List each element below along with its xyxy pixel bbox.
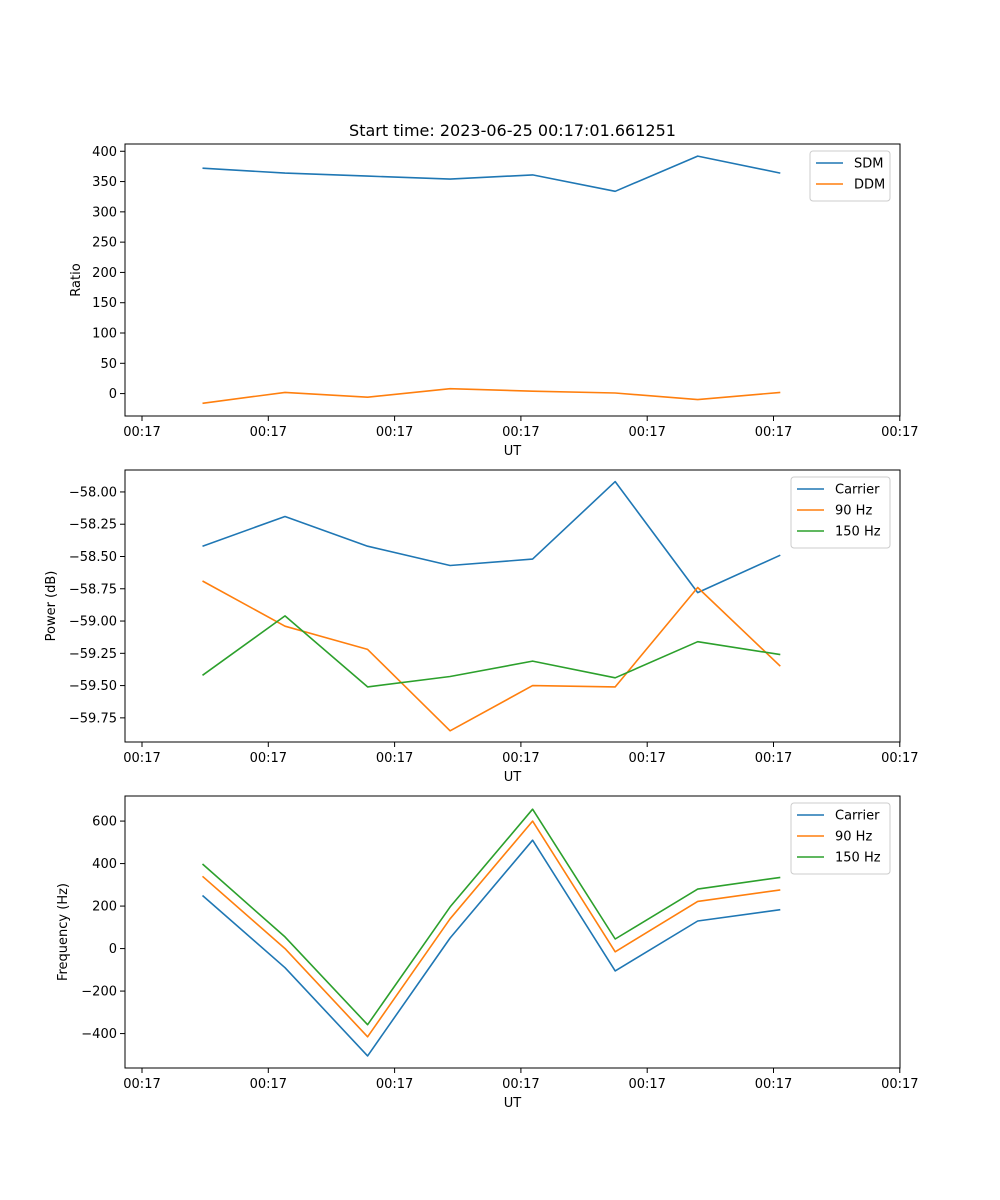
series-line-ddm: [202, 387, 781, 405]
x-tick-label: 00:17: [755, 1077, 792, 1092]
x-tick-label: 00:17: [755, 751, 792, 766]
y-tick-label: 350: [92, 175, 117, 190]
y-tick-label: −200: [81, 985, 117, 1000]
y-tick-label: 150: [92, 296, 117, 311]
x-tick-label: 00:17: [881, 1077, 918, 1092]
y-tick-label: 50: [100, 357, 117, 372]
figure-title: Start time: 2023-06-25 00:17:01.661251: [349, 121, 676, 140]
y-tick-label: 400: [92, 145, 117, 160]
series-line-carrier: [201, 839, 781, 1057]
x-tick-label: 00:17: [250, 1077, 287, 1092]
plot-frame: [124, 469, 901, 743]
legend-label: 150 Hz: [835, 851, 881, 866]
chart-panel-3: 00:1700:1700:1700:1700:1700:1700:1700:18…: [56, 795, 919, 1111]
series-line-90-hz: [202, 580, 781, 732]
x-tick-label: 00:17: [502, 751, 539, 766]
y-tick-label: 250: [92, 236, 117, 251]
legend-label: 90 Hz: [835, 504, 872, 519]
plot-frame: [124, 795, 901, 1069]
x-tick-label: 00:17: [376, 425, 413, 440]
series-line-90-hz: [201, 820, 781, 1038]
legend-label: 90 Hz: [835, 830, 872, 845]
x-tick-label: 00:17: [250, 425, 287, 440]
chart-panel-1: 00:1700:1700:1700:1700:1700:1700:1700:18…: [69, 143, 919, 459]
x-tick-label: 00:17: [502, 1077, 539, 1092]
x-tick-label: 00:17: [881, 751, 918, 766]
x-axis-label: UT: [504, 444, 522, 459]
y-tick-label: −59.25: [69, 647, 117, 662]
series-line-sdm: [202, 155, 781, 193]
x-tick-label: 00:17: [123, 425, 160, 440]
y-tick-label: −59.50: [69, 679, 117, 694]
x-tick-label: 00:17: [755, 425, 792, 440]
legend-label: 150 Hz: [835, 525, 881, 540]
x-tick-label: 00:17: [628, 425, 665, 440]
y-tick-label: −59.75: [69, 711, 117, 726]
x-tick-label: 00:17: [376, 1077, 413, 1092]
x-tick-label: 00:17: [502, 425, 539, 440]
y-tick-label: −58.00: [69, 485, 117, 500]
x-axis-label: UT: [504, 1096, 522, 1111]
y-tick-label: 0: [109, 387, 117, 402]
legend-label: Carrier: [835, 809, 880, 824]
plot-frame: [124, 143, 901, 417]
y-tick-label: 0: [109, 942, 117, 957]
y-tick-label: 600: [92, 815, 117, 830]
y-tick-label: −58.75: [69, 582, 117, 597]
y-axis-label: Ratio: [69, 263, 84, 296]
x-tick-label: 00:17: [628, 751, 665, 766]
legend-label: SDM: [854, 157, 883, 172]
x-axis-label: UT: [504, 770, 522, 785]
x-tick-label: 00:17: [628, 1077, 665, 1092]
x-tick-label: 00:17: [250, 751, 287, 766]
x-tick-label: 00:17: [123, 751, 160, 766]
series-line-carrier: [202, 480, 781, 594]
y-tick-label: 200: [92, 900, 117, 915]
legend-label: DDM: [854, 178, 885, 193]
y-tick-label: 300: [92, 205, 117, 220]
y-axis-label: Power (dB): [44, 571, 59, 642]
y-tick-label: 100: [92, 327, 117, 342]
x-tick-label: 00:17: [376, 751, 413, 766]
series-line-150-hz: [202, 615, 781, 688]
series-line-150-hz: [201, 808, 781, 1026]
y-tick-label: 400: [92, 857, 117, 872]
y-tick-label: −58.25: [69, 518, 117, 533]
y-tick-label: −400: [81, 1027, 117, 1042]
x-tick-label: 00:17: [881, 425, 918, 440]
chart-panel-2: 00:1700:1700:1700:1700:1700:1700:1700:18…: [44, 469, 919, 785]
y-axis-label: Frequency (Hz): [56, 883, 71, 981]
y-tick-label: −58.50: [69, 550, 117, 565]
legend-label: Carrier: [835, 483, 880, 498]
y-tick-label: −59.00: [69, 615, 117, 630]
x-tick-label: 00:17: [123, 1077, 160, 1092]
y-tick-label: 200: [92, 266, 117, 281]
